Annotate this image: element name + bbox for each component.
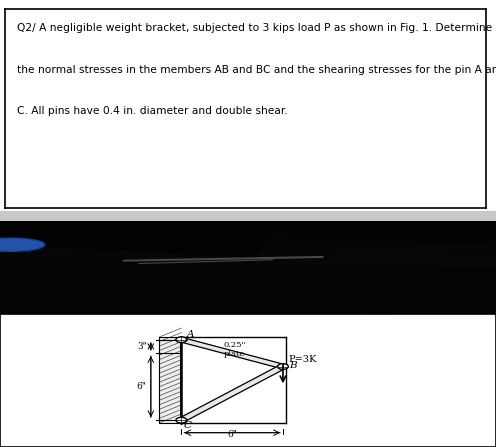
Text: 6": 6" — [136, 382, 146, 391]
Text: Q2/ A negligible weight bracket, subjected to 3 kips load P as shown in Fig. 1. : Q2/ A negligible weight bracket, subject… — [17, 23, 492, 33]
Circle shape — [0, 238, 45, 251]
Text: P=3K: P=3K — [288, 354, 316, 363]
Text: 0.25"
plate: 0.25" plate — [224, 341, 246, 358]
Text: B: B — [289, 361, 297, 370]
Text: C. All pins have 0.4 in. diameter and double shear.: C. All pins have 0.4 in. diameter and do… — [17, 106, 288, 116]
Polygon shape — [159, 337, 182, 423]
Text: the normal stresses in the members AB and BC and the shearing stresses for the p: the normal stresses in the members AB an… — [17, 65, 496, 75]
Circle shape — [176, 417, 187, 423]
Polygon shape — [180, 338, 285, 368]
Polygon shape — [179, 365, 286, 422]
Circle shape — [176, 337, 187, 342]
Text: 3": 3" — [137, 342, 147, 351]
Text: 6": 6" — [227, 430, 237, 439]
Text: A: A — [187, 330, 195, 339]
Circle shape — [278, 364, 288, 369]
Text: C: C — [184, 421, 192, 430]
